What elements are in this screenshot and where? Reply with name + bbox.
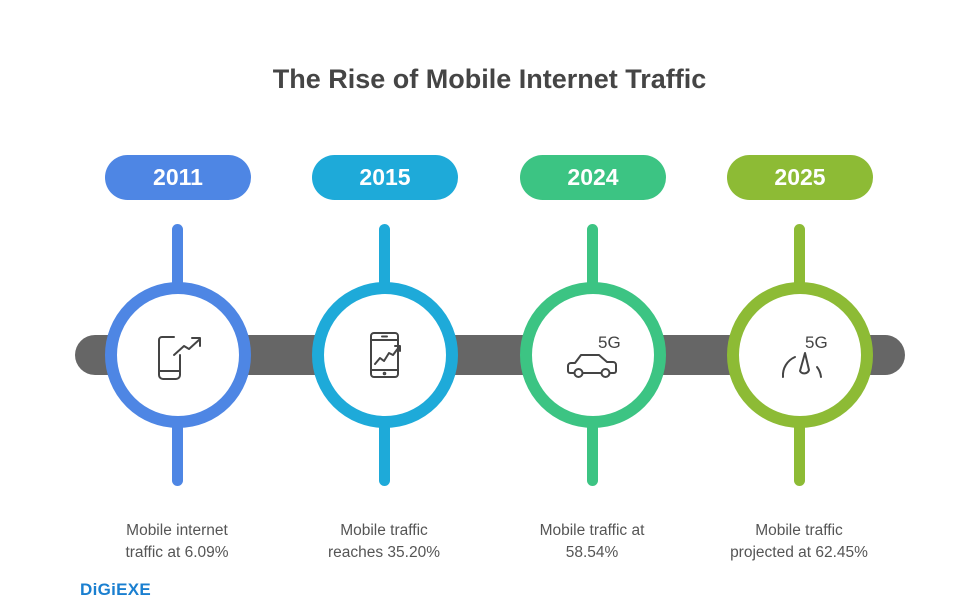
brand-logo: DiGiEXE [80, 580, 152, 599]
milestone-circle-2024: 5G [520, 282, 666, 428]
milestone-circle-2025: 5G [727, 282, 873, 428]
page-title: The Rise of Mobile Internet Traffic [272, 64, 707, 94]
milestone-description-2024: Mobile traffic at 58.54% [492, 520, 692, 564]
smartphone-chart-icon [370, 332, 401, 378]
milestone-description-2025: Mobile traffic projected at 62.45% [699, 520, 899, 564]
description-line: Mobile internet [126, 522, 228, 539]
year-pill-2025: 2025 [727, 155, 873, 200]
milestone-circle-2015 [312, 282, 458, 428]
5g-speedometer-icon: 5G [781, 333, 828, 378]
year-pill-2015: 2015 [312, 155, 458, 200]
description-line: reaches 35.20% [327, 544, 441, 561]
5g-car-icon: 5G [567, 333, 621, 378]
description-line: projected at 62.45% [730, 544, 868, 561]
svg-text:5G: 5G [805, 333, 828, 352]
description-line: Mobile traffic [340, 522, 428, 539]
year-pill-2011: 2011 [105, 155, 251, 200]
svg-text:5G: 5G [598, 333, 621, 352]
milestone-description-2015: Mobile traffic reaches 35.20% [284, 520, 484, 564]
milestone-description-2011: Mobile internet traffic at 6.09% [77, 520, 277, 564]
year-pill-2024: 2024 [520, 155, 666, 200]
description-line: Mobile traffic at [539, 522, 645, 539]
milestone-circle-2011 [105, 282, 251, 428]
description-line: traffic at 6.09% [125, 544, 229, 561]
description-line: 58.54% [565, 544, 619, 561]
phone-trend-up-icon [158, 336, 201, 380]
description-line: Mobile traffic [755, 522, 843, 539]
